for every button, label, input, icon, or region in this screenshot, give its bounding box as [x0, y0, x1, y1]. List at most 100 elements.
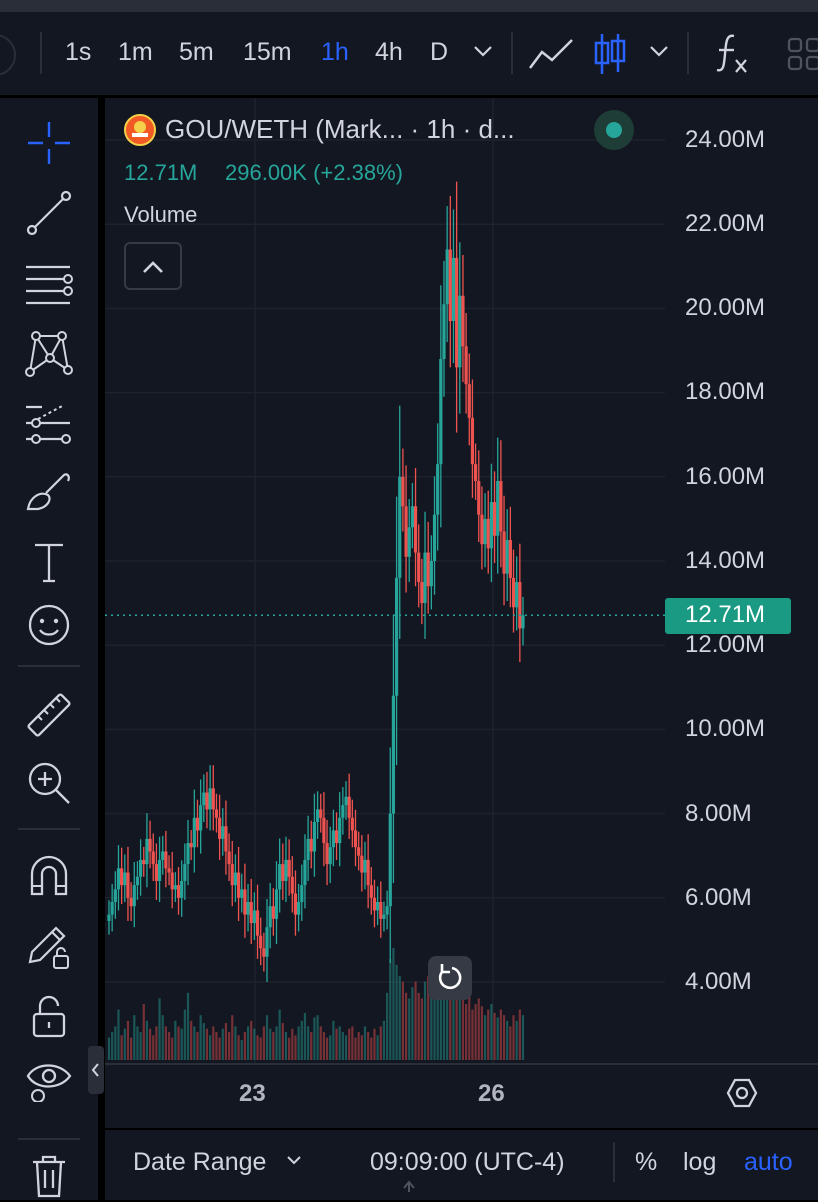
candle — [442, 304, 446, 359]
volume-bar — [256, 1035, 259, 1060]
volume-bar — [461, 998, 465, 1060]
candle — [379, 902, 383, 919]
volume-bar — [487, 1009, 490, 1060]
price-scale-label: 20.00M — [685, 294, 766, 321]
chart-canvas[interactable] — [105, 98, 818, 1128]
volume-indicator-label[interactable]: Volume — [124, 202, 198, 227]
time-axis-divider — [105, 1063, 818, 1065]
volume-bar — [338, 1026, 341, 1060]
settings-hexagon-icon[interactable] — [725, 1076, 759, 1110]
volume-bar — [363, 1026, 367, 1060]
candle — [199, 805, 203, 831]
candle — [360, 855, 364, 873]
candlestick-icon[interactable] — [593, 32, 627, 76]
volume-bar — [408, 998, 411, 1060]
chevron-down-icon[interactable] — [285, 1154, 303, 1166]
candle — [388, 813, 392, 907]
volume-bar — [186, 992, 190, 1060]
forecast-icon[interactable] — [22, 396, 76, 450]
percent-scale-toggle[interactable]: % — [635, 1148, 658, 1176]
candle — [521, 615, 525, 629]
current-price-label: 12.71M — [685, 601, 766, 628]
toolbar-collapse-handle[interactable] — [88, 1046, 104, 1094]
timeframe-1h[interactable]: 1h — [321, 38, 349, 66]
volume-bar — [310, 1032, 313, 1060]
volume-bar — [351, 1026, 354, 1060]
candle — [221, 826, 225, 839]
chevron-up-icon[interactable] — [401, 1178, 417, 1192]
price-scale-label: 22.00M — [685, 210, 766, 237]
chevron-down-icon[interactable] — [648, 44, 670, 58]
price-scale-label: 12.00M — [685, 631, 766, 658]
toolbar-separator — [511, 32, 513, 74]
candle — [451, 257, 456, 322]
ruler-icon[interactable] — [22, 688, 76, 742]
lock-icon[interactable] — [22, 990, 76, 1044]
grid-icon[interactable] — [786, 36, 818, 72]
symbol-search-button[interactable] — [0, 34, 16, 76]
candle — [464, 346, 468, 385]
magnet-icon[interactable] — [22, 850, 76, 904]
candle — [420, 582, 424, 604]
chevron-down-icon[interactable] — [472, 44, 494, 58]
volume-bar — [379, 1026, 382, 1060]
candle — [281, 864, 285, 881]
candle — [243, 889, 247, 915]
pattern-icon[interactable] — [22, 326, 76, 380]
volume-bar — [468, 992, 471, 1060]
volume-bar — [480, 1006, 484, 1060]
market-status-dot[interactable] — [594, 110, 634, 150]
fx-icon[interactable] — [714, 32, 750, 76]
crosshair-icon[interactable] — [22, 116, 76, 170]
zoom-in-icon[interactable] — [22, 756, 76, 810]
candle — [322, 817, 326, 844]
line-chart-icon[interactable] — [528, 38, 574, 72]
volume-bar — [275, 1026, 278, 1060]
eye-icon[interactable] — [22, 1050, 76, 1104]
brush-icon[interactable] — [22, 466, 76, 520]
reset-chart-button[interactable] — [428, 956, 472, 1000]
candle — [315, 809, 320, 823]
volume-bar — [521, 1015, 525, 1060]
volume-bar — [354, 1037, 357, 1060]
pencil-lock-icon[interactable] — [22, 920, 76, 974]
auto-scale-toggle[interactable]: auto — [744, 1148, 793, 1176]
fib-lines-icon[interactable] — [22, 256, 76, 310]
volume-bar — [246, 1026, 250, 1060]
candle — [255, 910, 260, 936]
candle — [477, 481, 481, 515]
candle — [249, 902, 253, 924]
log-scale-toggle[interactable]: log — [683, 1148, 717, 1176]
candle — [508, 539, 512, 578]
candle — [129, 897, 133, 907]
candle — [189, 843, 193, 848]
reset-icon — [438, 964, 462, 990]
timeframe-1m[interactable]: 1m — [118, 38, 153, 66]
volume-bar — [490, 1004, 493, 1060]
clock-timezone[interactable]: 09:09:00 (UTC-4) — [370, 1148, 565, 1176]
text-icon[interactable] — [22, 536, 76, 590]
volume-bar — [389, 959, 392, 1060]
timeframe-4h[interactable]: 4h — [375, 38, 403, 66]
smiley-icon[interactable] — [22, 598, 76, 652]
volume-bar — [414, 981, 417, 1060]
symbol-title[interactable]: GOU/WETH (Mark... · 1h · d... — [165, 114, 515, 144]
candle — [445, 249, 449, 305]
timeframe-D[interactable]: D — [430, 38, 449, 66]
volume-bar — [474, 1004, 477, 1060]
volume-bar — [499, 1009, 502, 1060]
candle — [278, 864, 282, 890]
candle — [341, 805, 345, 818]
timeframe-5m[interactable]: 5m — [179, 38, 214, 66]
date-range-button[interactable]: Date Range — [133, 1148, 267, 1176]
trendline-icon[interactable] — [22, 186, 76, 240]
trash-icon[interactable] — [22, 1148, 76, 1202]
volume-bar — [483, 1015, 487, 1060]
collapse-legend-button[interactable] — [124, 242, 182, 290]
volume-bar — [392, 948, 395, 1060]
candle — [110, 902, 114, 915]
chart-panel[interactable]: GOU/WETH (Mark... · 1h · d... 12.71M 296… — [105, 98, 818, 1128]
timeframe-1s[interactable]: 1s — [65, 38, 92, 66]
timeframe-15m[interactable]: 15m — [243, 38, 292, 66]
candle — [287, 859, 291, 877]
